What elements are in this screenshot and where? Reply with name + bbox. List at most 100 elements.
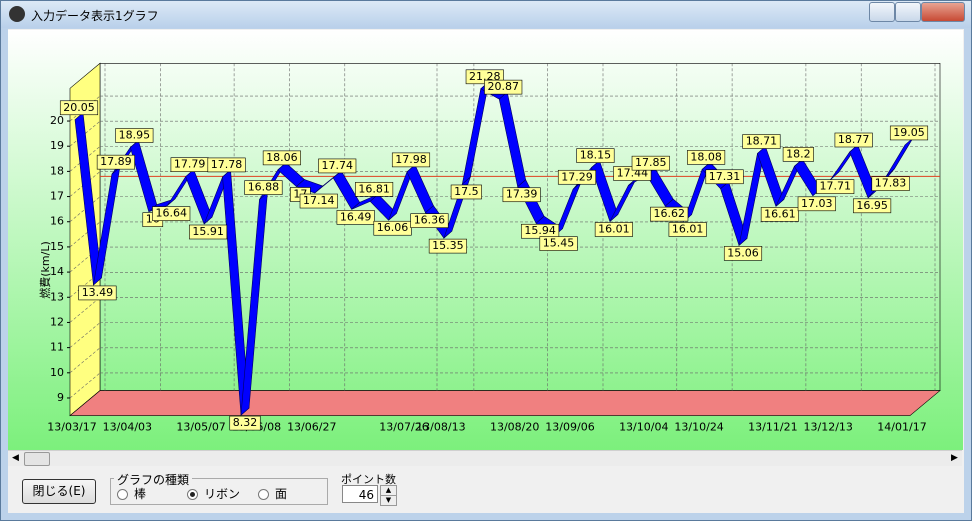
data-label-text: 21.28 — [469, 70, 501, 83]
data-label: 15.06 — [723, 246, 763, 261]
x-tick-label: 13/09/06 — [545, 421, 594, 434]
data-label: 17.5 — [450, 184, 482, 200]
data-label-text: 15.45 — [543, 237, 575, 250]
data-label: 21.28 — [465, 69, 504, 85]
data-label-box — [428, 238, 467, 254]
data-label-text: 17.85 — [635, 156, 667, 169]
data-label-text: 16.88 — [248, 181, 280, 194]
data-label: 16.61 — [760, 207, 799, 222]
data-label-text: 16.81 — [358, 182, 390, 195]
data-label: 17.29 — [557, 169, 597, 185]
data-label: 17.03 — [797, 196, 836, 212]
wall-grid-line — [69, 322, 101, 348]
data-label-text: 17.79 — [174, 158, 206, 171]
x-tick-label: 13/12/13 — [804, 421, 853, 434]
horizontal-scrollbar[interactable]: ◀ ▶ — [8, 450, 962, 466]
data-label-text: 17.71 — [819, 180, 851, 193]
data-label-text: 20.05 — [63, 101, 95, 114]
data-label-text: 17.14 — [303, 194, 335, 207]
data-label: 17.78 — [207, 157, 246, 173]
data-label-text: 17.39 — [506, 188, 538, 201]
data-label: 15.91 — [189, 224, 228, 240]
x-tick-label: 13/08/13 — [416, 421, 465, 434]
y-tick-label: 16 — [50, 215, 64, 228]
data-label: 17.85 — [631, 155, 670, 171]
data-label: 16.36 — [410, 213, 449, 228]
spin-down[interactable]: ▼ — [380, 495, 397, 506]
data-label: 20.05 — [59, 100, 99, 116]
data-label-box — [59, 100, 99, 116]
data-label-text: 18.15 — [580, 149, 612, 162]
x-tick-label: 13/05/07 — [176, 421, 225, 434]
data-label-box — [594, 222, 633, 237]
y-tick-label: 11 — [50, 341, 64, 354]
points-input[interactable]: 46 — [342, 485, 378, 503]
radio-option[interactable]: 棒 — [117, 485, 146, 501]
wall-grid-line — [69, 120, 101, 147]
y-tick-label: 13 — [50, 290, 64, 303]
data-label: 18.71 — [742, 134, 781, 149]
data-label: 18.77 — [834, 132, 873, 148]
maximize-button[interactable] — [895, 2, 921, 22]
data-label: 17.39 — [502, 187, 541, 203]
data-label-box — [853, 198, 892, 214]
data-label-box — [244, 180, 283, 195]
data-label-box — [484, 79, 523, 95]
data-label-box — [373, 220, 412, 236]
close-button[interactable]: 閉じる(E) — [22, 479, 96, 504]
radio-label: リボン — [204, 487, 241, 501]
radio-circle[interactable] — [258, 489, 269, 500]
x-tick-label: 13/03/17 — [47, 421, 96, 434]
data-label: 17.14 — [299, 193, 338, 209]
wall-grid-line — [69, 297, 101, 323]
data-label-text: 17.5 — [454, 185, 479, 198]
data-label-box — [336, 210, 375, 225]
data-label-box — [889, 125, 929, 141]
data-label-box — [705, 169, 744, 185]
window-title: 入力データ表示1グラフ — [31, 9, 159, 23]
data-label: 17.74 — [318, 158, 357, 174]
minimize-button[interactable] — [869, 2, 895, 22]
data-label: 15.35 — [428, 238, 467, 254]
data-label-box — [539, 236, 578, 251]
data-label-text: 16.64 — [155, 207, 187, 220]
radio-circle[interactable] — [117, 489, 128, 500]
app-icon — [9, 6, 25, 22]
x-tick-label: 13/07/26 — [379, 421, 428, 434]
wall-grid-line — [69, 95, 101, 122]
data-label: 18.15 — [576, 148, 615, 163]
x-tick-label: 13/04/03 — [103, 421, 152, 434]
close-window-button[interactable] — [921, 2, 965, 22]
data-label-box — [299, 193, 338, 209]
y-tick-label: 20 — [50, 114, 64, 127]
data-label-text: 16.36 — [414, 214, 446, 227]
data-label-box — [391, 152, 431, 168]
data-label-text: 17.83 — [875, 177, 907, 190]
floor — [69, 390, 941, 416]
radio-option[interactable]: 面 — [258, 485, 287, 501]
data-label-text: 16.01 — [672, 222, 704, 235]
data-label: 18.2 — [782, 147, 814, 162]
data-label-box — [78, 285, 117, 301]
x-tick-label: 14/01/17 — [877, 421, 926, 434]
data-label-box — [189, 224, 228, 240]
data-label-text: 17.78 — [211, 158, 243, 171]
radio-option[interactable]: リボン — [187, 485, 241, 501]
data-label: 17.83 — [871, 176, 910, 191]
data-label: 8.32 — [229, 415, 261, 431]
data-label-box — [410, 213, 449, 228]
data-label-text: 16.49 — [340, 210, 372, 223]
group-title: グラフの種類 — [114, 471, 193, 488]
wall-grid-line — [69, 171, 101, 197]
data-label-text: 17.29 — [561, 170, 593, 183]
data-label-box — [115, 128, 154, 143]
x-tick-label: 13/08/20 — [490, 421, 539, 434]
radio-circle[interactable] — [187, 489, 198, 500]
data-label-text: 18.95 — [119, 128, 151, 141]
data-label-text: 15.06 — [727, 246, 759, 259]
data-label: 13.49 — [78, 285, 117, 301]
data-label-box — [742, 134, 781, 149]
data-label-box — [502, 187, 541, 203]
data-label-box — [816, 179, 855, 194]
x-tick-label: 13/10/04 — [619, 421, 668, 434]
